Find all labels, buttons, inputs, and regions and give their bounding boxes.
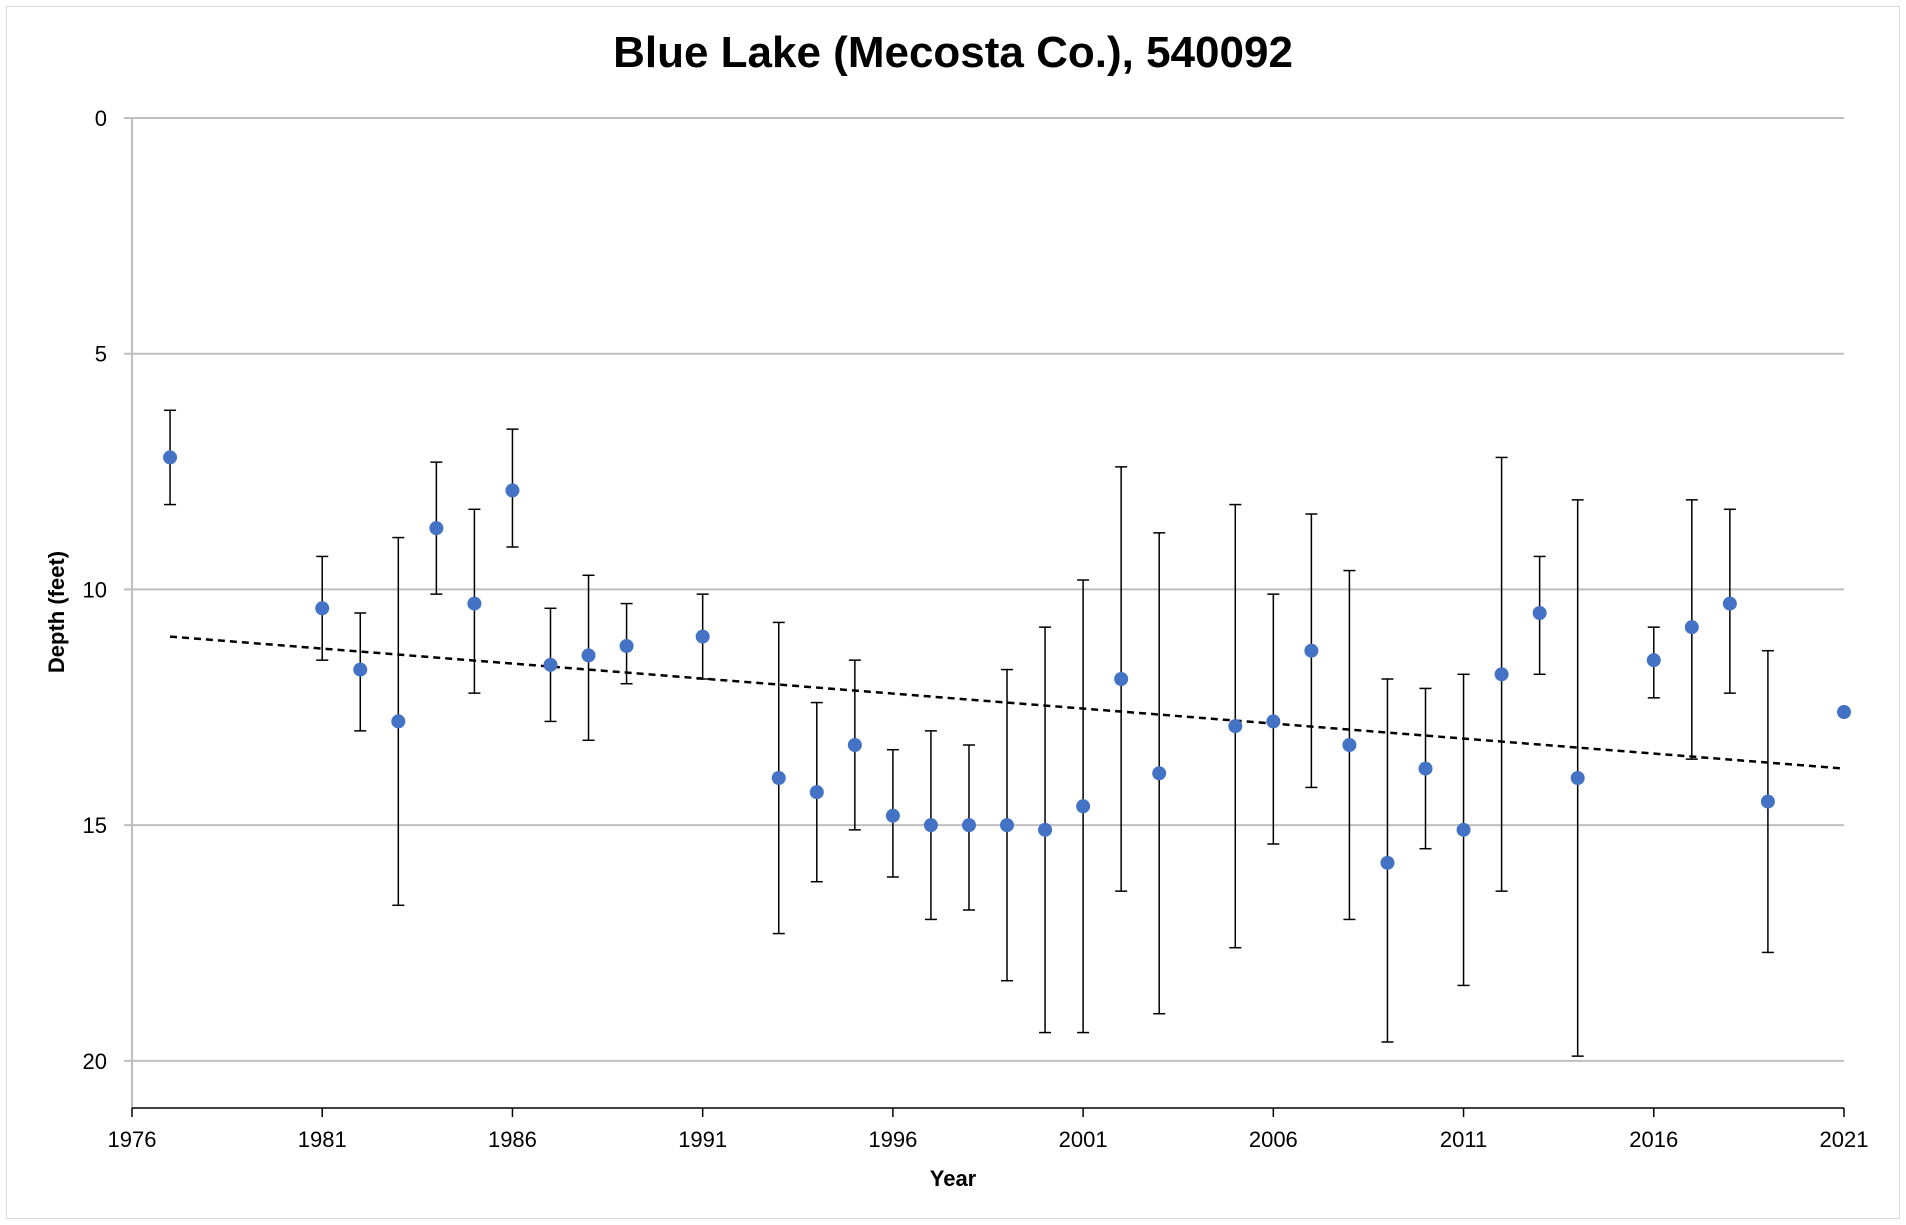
data-point — [771, 771, 786, 785]
x-tick-label: 2006 — [1249, 1127, 1298, 1152]
trendline — [169, 635, 1845, 770]
y-axis-title: Depth (feet) — [44, 550, 69, 674]
data-point — [429, 521, 444, 536]
y-tick-label: 20 — [83, 1049, 107, 1074]
x-axis-title: Year — [929, 1166, 977, 1191]
y-tick-label: 5 — [95, 342, 107, 367]
data-point — [1380, 855, 1395, 870]
y-tick-label: 15 — [83, 813, 107, 838]
data-point — [1114, 672, 1129, 686]
data-point — [847, 738, 862, 752]
data-point — [1000, 818, 1015, 833]
x-tick-label: 2011 — [1440, 1127, 1487, 1152]
data-point — [885, 808, 900, 823]
x-tick-label: 1976 — [108, 1127, 157, 1152]
data-point — [1532, 606, 1547, 620]
data-point — [1418, 761, 1433, 776]
data-point — [1837, 705, 1851, 719]
data-point — [543, 657, 558, 672]
x-tick-label: 1991 — [678, 1127, 727, 1152]
data-point — [1076, 799, 1091, 814]
data-point — [923, 818, 938, 833]
data-point — [1038, 822, 1053, 837]
data-point — [1646, 653, 1661, 668]
data-point — [1304, 643, 1319, 658]
data-point — [1152, 766, 1167, 781]
data-point — [505, 483, 520, 498]
chart-title: Blue Lake (Mecosta Co.), 540092 — [613, 28, 1293, 77]
x-tick-label: 2016 — [1629, 1127, 1678, 1152]
data-point — [163, 450, 178, 465]
data-point — [1722, 596, 1737, 611]
x-tick-label: 1981 — [298, 1127, 347, 1152]
data-point — [961, 818, 976, 833]
data-point — [467, 596, 482, 611]
data-point — [1228, 719, 1243, 734]
x-tick-label: 2021 — [1820, 1127, 1869, 1152]
data-point — [809, 785, 824, 800]
data-point — [315, 601, 330, 616]
data-point — [353, 662, 368, 677]
y-tick-label: 0 — [95, 106, 107, 131]
data-point — [1342, 738, 1357, 752]
x-tick-label: 1996 — [868, 1127, 917, 1152]
x-tick-label: 2001 — [1059, 1127, 1108, 1152]
x-tick-label: 1986 — [488, 1127, 537, 1152]
y-tick-label: 10 — [83, 577, 107, 602]
data-point — [695, 629, 710, 644]
data-point — [1570, 771, 1585, 785]
data-point — [619, 639, 634, 653]
data-point — [1456, 822, 1471, 837]
data-point — [1494, 667, 1509, 682]
data-point — [1684, 620, 1699, 635]
data-point — [581, 648, 596, 663]
data-point — [1760, 794, 1775, 809]
data-point — [391, 714, 406, 729]
data-point — [1266, 714, 1281, 729]
